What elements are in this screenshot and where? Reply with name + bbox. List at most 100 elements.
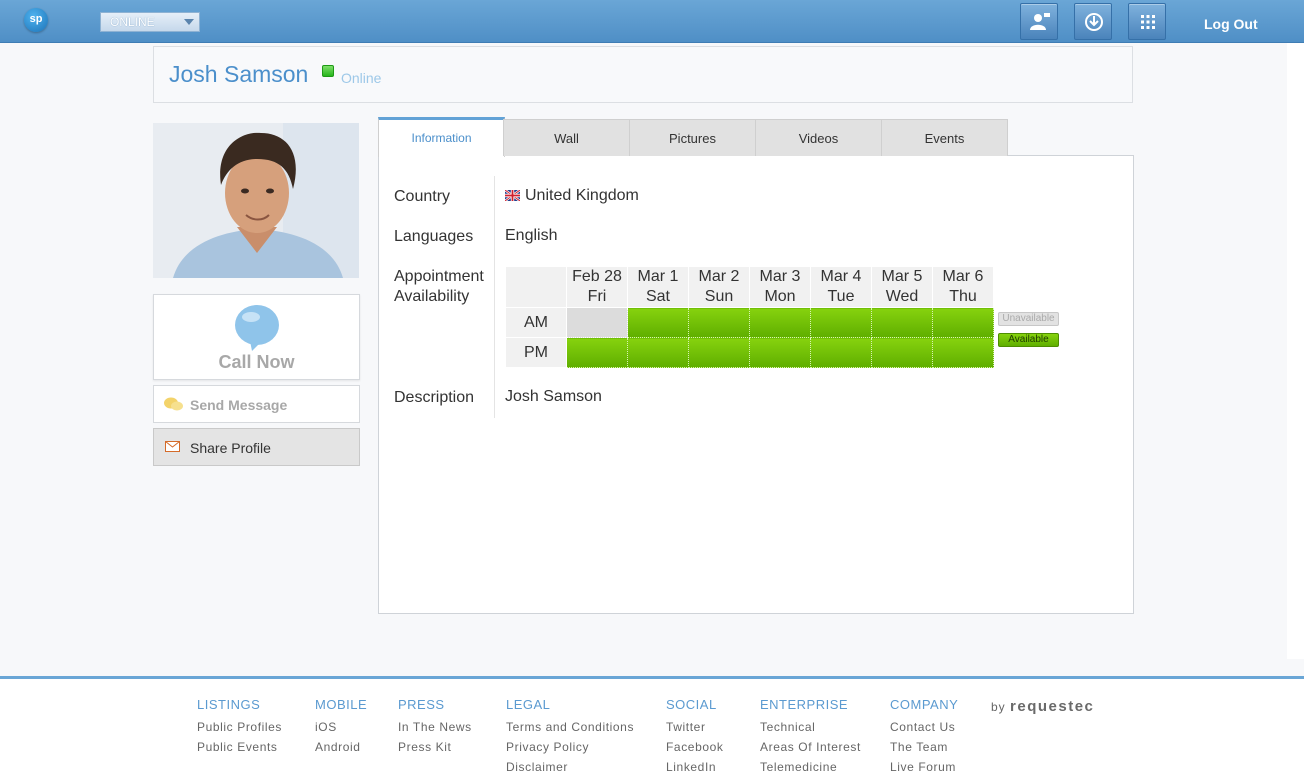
online-status-label: Online bbox=[341, 70, 382, 86]
grid-corner bbox=[505, 266, 567, 308]
slot-pm-4[interactable] bbox=[810, 337, 872, 368]
send-message-button[interactable]: Send Message bbox=[153, 385, 360, 423]
am-label: AM bbox=[505, 307, 567, 338]
slot-am-3[interactable] bbox=[749, 307, 811, 338]
footer-link[interactable]: In The News bbox=[398, 720, 472, 734]
footer-link[interactable]: LinkedIn bbox=[666, 760, 717, 773]
footer-link[interactable]: The Team bbox=[890, 740, 948, 754]
footer-link[interactable]: Terms and Conditions bbox=[506, 720, 635, 734]
information-panel bbox=[378, 155, 1134, 614]
slot-pm-3[interactable] bbox=[749, 337, 811, 368]
day-name: Sun bbox=[704, 288, 734, 305]
app-logo[interactable]: sp bbox=[24, 8, 48, 32]
footer-column: SOCIAL Twitter Facebook LinkedIn bbox=[666, 697, 724, 773]
slot-pm-6[interactable] bbox=[932, 337, 994, 368]
avatar bbox=[153, 123, 359, 278]
online-status-icon bbox=[322, 65, 334, 77]
day-date: Mar 2 bbox=[698, 268, 740, 285]
footer-link[interactable]: Facebook bbox=[666, 740, 724, 754]
day-header: Mar 1 Sat bbox=[627, 266, 689, 308]
footer-heading: SOCIAL bbox=[666, 697, 717, 712]
footer-link[interactable]: Press Kit bbox=[398, 740, 452, 754]
tab-events[interactable]: Events bbox=[881, 119, 1008, 156]
footer-byline: by requestec bbox=[991, 698, 1094, 715]
footer-link[interactable]: Contact Us bbox=[890, 720, 956, 734]
apps-grid-icon bbox=[1141, 15, 1155, 29]
availability-grid: Feb 28 Fri Mar 1 Sat Mar 2 Sun Mar 3 Mon Mar… bbox=[505, 266, 994, 368]
status-select[interactable]: ONLINE bbox=[100, 12, 200, 32]
day-date: Mar 6 bbox=[942, 268, 984, 285]
day-header: Mar 2 Sun bbox=[688, 266, 750, 308]
day-name: Tue bbox=[827, 288, 855, 305]
slot-am-0[interactable] bbox=[566, 307, 628, 338]
chat-bubble-icon bbox=[235, 305, 279, 351]
share-profile-label: Share Profile bbox=[190, 440, 271, 456]
day-header: Mar 4 Tue bbox=[810, 266, 872, 308]
pm-label: PM bbox=[505, 337, 567, 368]
envelope-icon bbox=[165, 441, 180, 452]
day-name: Thu bbox=[949, 288, 977, 305]
profile-photo bbox=[153, 123, 359, 278]
tab-wall[interactable]: Wall bbox=[503, 119, 630, 156]
day-date: Mar 5 bbox=[881, 268, 923, 285]
footer-column: ENTERPRISE Technical Areas Of Interest Tele… bbox=[760, 697, 861, 773]
download-button[interactable] bbox=[1074, 3, 1112, 40]
footer-link[interactable]: Telemedicine bbox=[760, 760, 838, 773]
requestec-logo[interactable]: requestec bbox=[1010, 698, 1095, 715]
slot-am-5[interactable] bbox=[871, 307, 933, 338]
slot-am-2[interactable] bbox=[688, 307, 750, 338]
day-date: Feb 28 bbox=[572, 268, 622, 285]
slot-pm-0[interactable] bbox=[566, 337, 628, 368]
day-name: Mon bbox=[764, 288, 796, 305]
footer-link[interactable]: Live Forum bbox=[890, 760, 957, 773]
user-card-icon bbox=[1030, 13, 1050, 30]
day-date: Mar 3 bbox=[759, 268, 801, 285]
footer-column: PRESS In The News Press Kit bbox=[398, 697, 472, 757]
slot-am-1[interactable] bbox=[627, 307, 689, 338]
status-select-value: ONLINE bbox=[110, 15, 155, 29]
footer-link[interactable]: Public Events bbox=[197, 740, 278, 754]
user-card-button[interactable] bbox=[1020, 3, 1058, 40]
slot-am-6[interactable] bbox=[932, 307, 994, 338]
day-header: Mar 3 Mon bbox=[749, 266, 811, 308]
day-name: Fri bbox=[587, 288, 607, 305]
footer-link[interactable]: Disclaimer bbox=[506, 760, 569, 773]
legend-available: Available bbox=[998, 333, 1059, 347]
footer-link[interactable]: Twitter bbox=[666, 720, 706, 734]
country-label: Country bbox=[394, 188, 451, 205]
uk-flag-icon bbox=[505, 190, 520, 201]
message-bubbles-icon bbox=[164, 397, 183, 411]
tab-pictures[interactable]: Pictures bbox=[629, 119, 756, 156]
logout-link[interactable]: Log Out bbox=[1204, 16, 1258, 32]
footer-heading: MOBILE bbox=[315, 697, 368, 712]
slot-pm-1[interactable] bbox=[627, 337, 689, 368]
apps-grid-button[interactable] bbox=[1128, 3, 1166, 40]
slot-pm-5[interactable] bbox=[871, 337, 933, 368]
slot-pm-2[interactable] bbox=[688, 337, 750, 368]
languages-label: Languages bbox=[394, 228, 474, 245]
tab-videos[interactable]: Videos bbox=[755, 119, 882, 156]
footer-link[interactable]: Technical bbox=[760, 720, 816, 734]
footer-link[interactable]: iOS bbox=[315, 720, 337, 734]
footer bbox=[0, 676, 1304, 773]
tab-information[interactable]: Information bbox=[378, 117, 505, 157]
day-header: Mar 6 Thu bbox=[932, 266, 994, 308]
footer-column: COMPANY Contact Us The Team Live Forum bbox=[890, 697, 958, 773]
slot-am-4[interactable] bbox=[810, 307, 872, 338]
call-now-button[interactable]: Call Now bbox=[153, 294, 360, 380]
day-name: Sat bbox=[645, 288, 670, 305]
page-side-strip bbox=[1287, 43, 1304, 659]
day-header: Mar 5 Wed bbox=[871, 266, 933, 308]
footer-heading: COMPANY bbox=[890, 697, 959, 712]
footer-link[interactable]: Public Profiles bbox=[197, 720, 283, 734]
footer-column: LISTINGS Public Profiles Public Events bbox=[197, 697, 282, 757]
top-bar: sp ONLINE Log Out bbox=[0, 0, 1304, 43]
share-profile-button[interactable]: Share Profile bbox=[153, 428, 360, 466]
send-message-label: Send Message bbox=[190, 397, 288, 413]
footer-link[interactable]: Privacy Policy bbox=[506, 740, 590, 754]
footer-heading: LISTINGS bbox=[197, 697, 261, 712]
footer-link[interactable]: Android bbox=[315, 740, 361, 754]
download-icon bbox=[1085, 13, 1103, 31]
footer-link[interactable]: Areas Of Interest bbox=[760, 740, 861, 754]
day-date: Mar 1 bbox=[637, 268, 679, 285]
